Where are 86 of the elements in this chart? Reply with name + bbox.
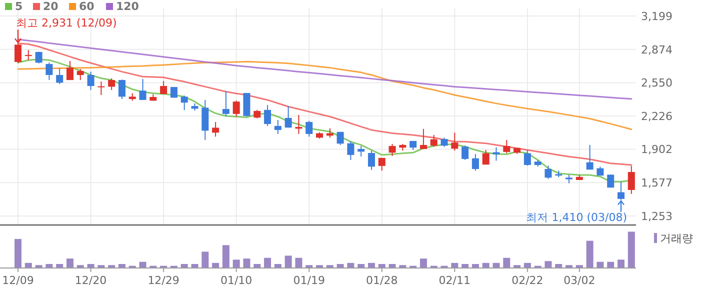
candlestick (295, 114, 302, 134)
x-tick-label: 01/28 (366, 274, 398, 287)
candlestick (76, 68, 84, 81)
candlestick (472, 154, 479, 172)
candlestick (212, 121, 220, 138)
candlestick (462, 145, 469, 160)
candlestick (492, 146, 500, 162)
line-series (17, 42, 632, 166)
candlestick (586, 144, 594, 170)
line-series (17, 60, 632, 130)
y-tick-label: 1,253 (641, 210, 672, 223)
y-tick-label: 2,226 (641, 110, 672, 123)
candlestick (160, 80, 168, 94)
legend-label: 60 (79, 0, 95, 13)
bar (202, 252, 209, 268)
candlestick (628, 165, 635, 194)
candlestick (326, 128, 334, 138)
candlestick (440, 137, 448, 148)
candlestick (430, 134, 438, 148)
x-tick-label: 01/10 (220, 274, 252, 287)
candlestick (180, 95, 188, 111)
candlestick (368, 150, 375, 170)
annotation: 최고 2,931 (12/09) (16, 16, 117, 30)
candlestick (24, 50, 32, 60)
legend-label: 거래량 (660, 232, 693, 245)
x-tick-label: 12/20 (74, 274, 107, 287)
candlestick (306, 120, 313, 138)
bar (586, 240, 594, 268)
x-tick-label: 02/22 (512, 274, 544, 287)
candlestick (46, 62, 53, 81)
candlestick (544, 165, 552, 180)
candlestick (388, 143, 396, 156)
candlestick (108, 78, 116, 90)
candlestick (139, 78, 146, 100)
legend-label: 5 (15, 0, 23, 13)
candlestick (264, 104, 272, 126)
bar (503, 258, 510, 268)
y-tick-label: 1,902 (641, 143, 672, 156)
bar (232, 260, 240, 268)
x-tick-label: 12/09 (2, 274, 34, 287)
y-tick-label: 1,577 (641, 176, 672, 190)
candlestick (66, 60, 74, 81)
candlestick (232, 100, 240, 118)
candlestick (14, 43, 22, 64)
x-tick-label: 12/29 (148, 274, 180, 287)
candlestick (420, 128, 427, 150)
candlestick (98, 81, 105, 96)
annotation: 최저 1,410 (03/08) (526, 210, 628, 224)
candlestick (347, 140, 354, 160)
candlestick (243, 92, 250, 118)
bar (420, 258, 427, 268)
bar (618, 260, 625, 268)
x-tick-label: 02/11 (438, 274, 471, 287)
y-tick-label: 2,550 (641, 76, 672, 90)
x-tick-label: 01/19 (293, 274, 325, 287)
candlestick (56, 68, 64, 85)
y-tick-label: 3,199 (641, 10, 672, 23)
candlestick (118, 79, 126, 100)
candlestick (358, 145, 365, 158)
bar (295, 258, 302, 268)
candlestick (222, 90, 230, 116)
bar (544, 261, 552, 268)
candlestick (336, 131, 344, 146)
candlestick (618, 181, 625, 200)
candlestick (482, 149, 490, 166)
bar (284, 256, 292, 268)
candlestick (87, 71, 94, 90)
bar (14, 238, 22, 268)
candlestick (524, 149, 531, 166)
bar (66, 258, 74, 268)
candlestick (284, 106, 292, 128)
bar (222, 245, 230, 268)
candlestick (202, 99, 209, 140)
y-tick-label: 2,874 (641, 43, 672, 56)
candlestick (274, 119, 282, 134)
candlestick (35, 51, 42, 64)
bar (628, 232, 635, 268)
candlestick (451, 132, 458, 152)
candlestick (503, 139, 510, 154)
bar (243, 258, 250, 268)
legend-label: 120 (116, 0, 140, 13)
bar (264, 258, 272, 268)
x-tick-label: 03/02 (564, 274, 596, 287)
candlestick (607, 174, 614, 188)
legend-label: 20 (43, 0, 59, 13)
candlestick (378, 157, 386, 172)
